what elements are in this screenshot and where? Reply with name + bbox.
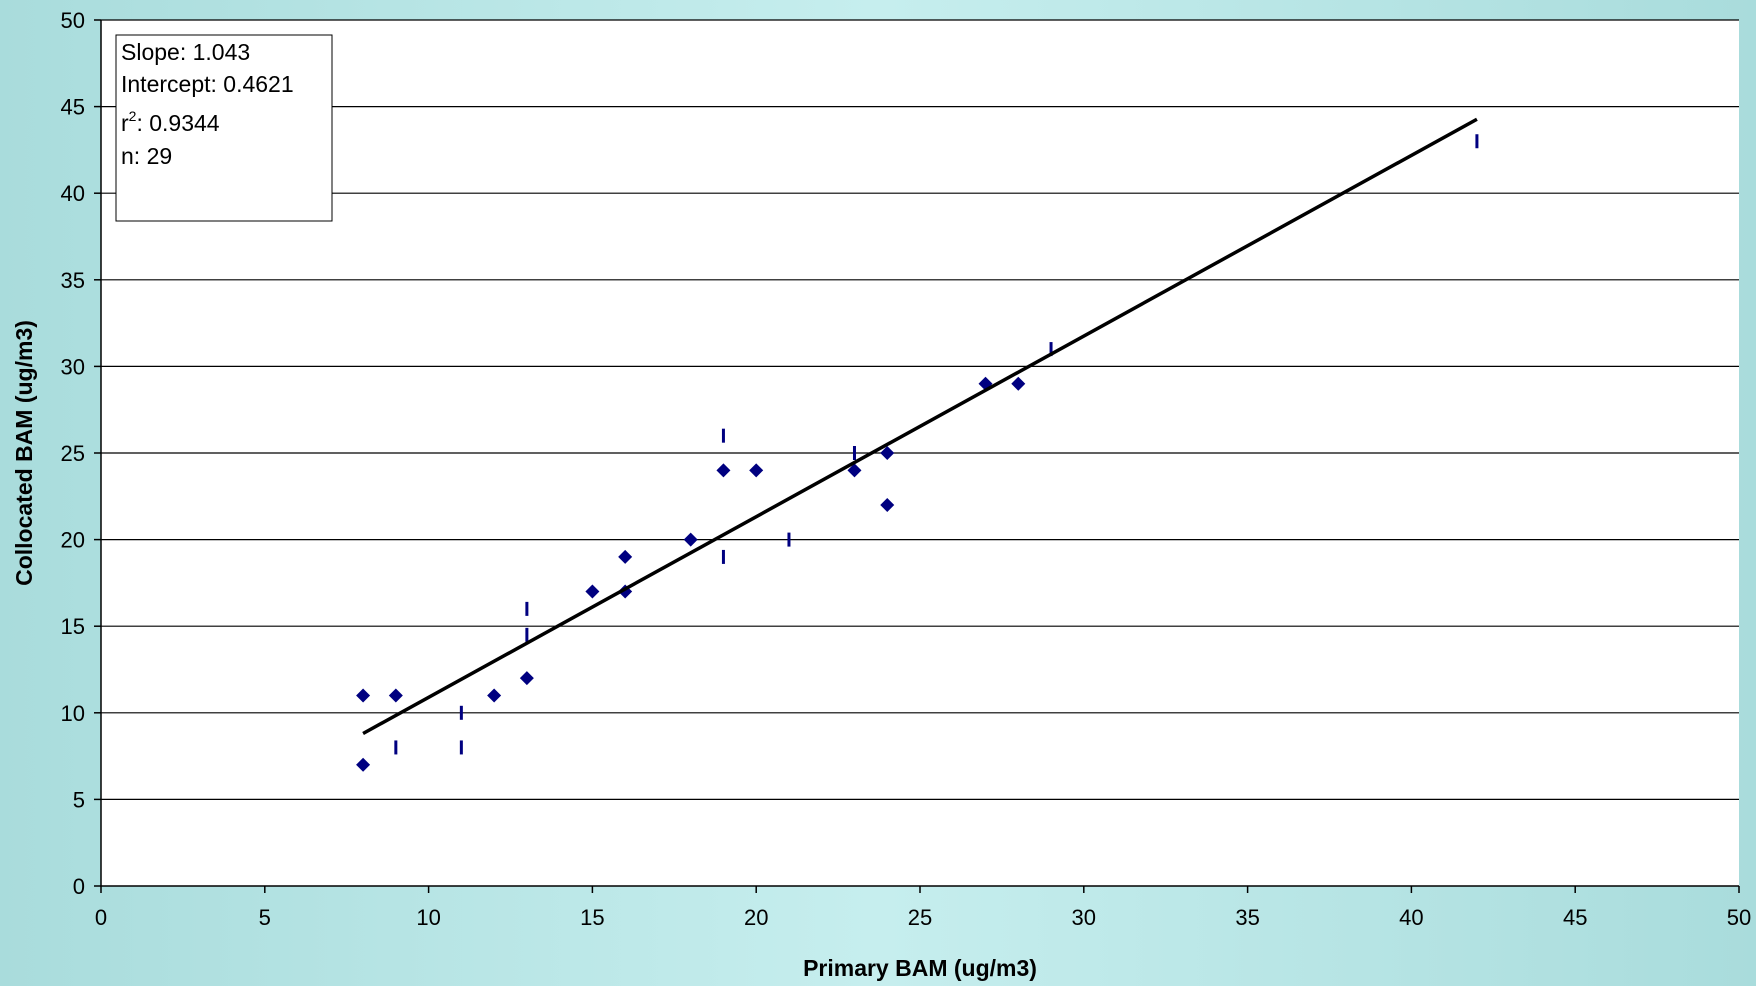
x-tick-label-35: 35 (1235, 905, 1259, 930)
data-points (356, 134, 1479, 772)
data-point-dash (852, 446, 856, 460)
x-tick-label-5: 5 (259, 905, 271, 930)
data-point-dash (525, 627, 529, 642)
data-point-dash (721, 428, 725, 443)
data-point-diamond (487, 688, 502, 703)
y-axis-title: Collocated BAM (ug/m3) (11, 320, 37, 586)
data-point-diamond (356, 688, 371, 703)
x-tick-label-30: 30 (1072, 905, 1096, 930)
data-point-diamond (880, 446, 895, 460)
x-tick-label-15: 15 (580, 905, 604, 930)
x-tick-label-50: 50 (1727, 905, 1751, 930)
data-point-dash (787, 532, 791, 547)
data-point-dash (721, 549, 725, 564)
data-point-dash (1475, 134, 1479, 149)
stats-box-frame (115, 34, 333, 222)
data-point-dash (1049, 342, 1053, 357)
data-point-diamond (1011, 376, 1026, 391)
y-tick-label-40: 40 (61, 181, 85, 206)
x-tick-label-25: 25 (908, 905, 932, 930)
data-point-diamond (388, 688, 403, 703)
regression-line (362, 117, 1478, 736)
y-tick-label-10: 10 (61, 701, 85, 726)
y-tick-label-15: 15 (61, 614, 85, 639)
stats-n: n: 29 (121, 143, 172, 169)
data-point-diamond (880, 497, 895, 512)
y-tick-label-5: 5 (73, 787, 85, 812)
data-point-dash (459, 705, 463, 720)
data-point-diamond (519, 671, 534, 686)
x-ticks: 0 5 10 15 20 25 30 35 40 45 50 (95, 886, 1751, 930)
data-point-dash (394, 740, 398, 755)
stats-box: Slope: 1.043 Intercept: 0.4621 r2: 0.934… (115, 34, 333, 222)
data-point-diamond (618, 549, 633, 564)
data-point-diamond (749, 463, 764, 478)
y-ticks: 0 5 10 15 20 25 30 35 40 45 50 (61, 8, 101, 899)
stats-slope: Slope: 1.043 (121, 39, 250, 65)
stats-r2: r2: 0.9344 (121, 108, 220, 136)
data-point-diamond (716, 463, 731, 478)
data-point-diamond (356, 757, 371, 772)
stats-r2-value: : 0.9344 (136, 110, 219, 136)
grid-lines (101, 19, 1739, 801)
stats-r2-prefix: r (121, 110, 129, 136)
data-point-dash (459, 740, 463, 755)
x-axis-title: Primary BAM (ug/m3) (803, 955, 1037, 981)
data-point-dash (525, 601, 529, 616)
y-tick-label-25: 25 (61, 441, 85, 466)
data-point-diamond (683, 532, 698, 547)
x-tick-label-20: 20 (744, 905, 768, 930)
y-tick-label-35: 35 (61, 268, 85, 293)
stats-r2-superscript: 2 (129, 108, 137, 124)
x-tick-label-40: 40 (1399, 905, 1423, 930)
data-point-diamond (585, 584, 600, 599)
y-tick-label-30: 30 (61, 354, 85, 379)
y-tick-label-45: 45 (61, 95, 85, 120)
y-tick-label-0: 0 (73, 874, 85, 899)
data-point-diamond (847, 463, 862, 478)
stats-intercept: Intercept: 0.4621 (121, 71, 294, 97)
x-tick-label-10: 10 (416, 905, 440, 930)
y-tick-label-20: 20 (61, 528, 85, 553)
x-tick-label-0: 0 (95, 905, 107, 930)
y-tick-label-50: 50 (61, 8, 85, 33)
x-tick-label-45: 45 (1563, 905, 1587, 930)
